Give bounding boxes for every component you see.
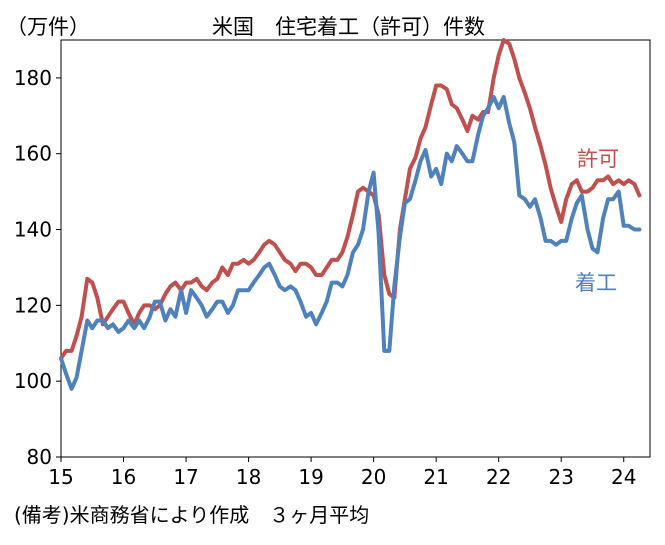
series-layer — [59, 38, 642, 391]
x-tick-label: 23 — [548, 465, 573, 489]
y-axis: 80 100 120 140 160 180 — [14, 66, 61, 469]
permits-series-line — [59, 38, 642, 361]
starts-series-line — [59, 94, 642, 391]
x-tick-label: 19 — [298, 465, 323, 489]
x-tick-label: 15 — [48, 465, 73, 489]
plot-frame — [60, 39, 651, 458]
x-tick-label: 16 — [111, 465, 136, 489]
y-tick-label: 80 — [27, 445, 52, 469]
y-tick-label: 160 — [14, 142, 52, 166]
y-tick-label: 120 — [14, 293, 52, 317]
x-tick-label: 21 — [423, 465, 448, 489]
x-tick-label: 18 — [236, 465, 261, 489]
legend-label-starts: 着工 — [575, 271, 617, 295]
y-axis-unit-label: （万件） — [6, 15, 90, 39]
legend-label-permits: 許可 — [577, 147, 619, 171]
x-axis: 15 16 17 18 19 20 21 22 23 24 — [48, 457, 636, 489]
y-tick-label: 180 — [14, 66, 52, 90]
x-tick-label: 22 — [486, 465, 511, 489]
source-note: (備考)米商務省により作成 ３ヶ月平均 — [14, 503, 369, 527]
y-tick-label: 100 — [14, 369, 52, 393]
y-tick-label: 140 — [14, 218, 52, 242]
x-tick-label: 20 — [361, 465, 386, 489]
x-tick-label: 24 — [611, 465, 636, 489]
x-tick-label: 17 — [173, 465, 198, 489]
chart-title: 米国 住宅着工（許可）件数 — [212, 15, 485, 39]
